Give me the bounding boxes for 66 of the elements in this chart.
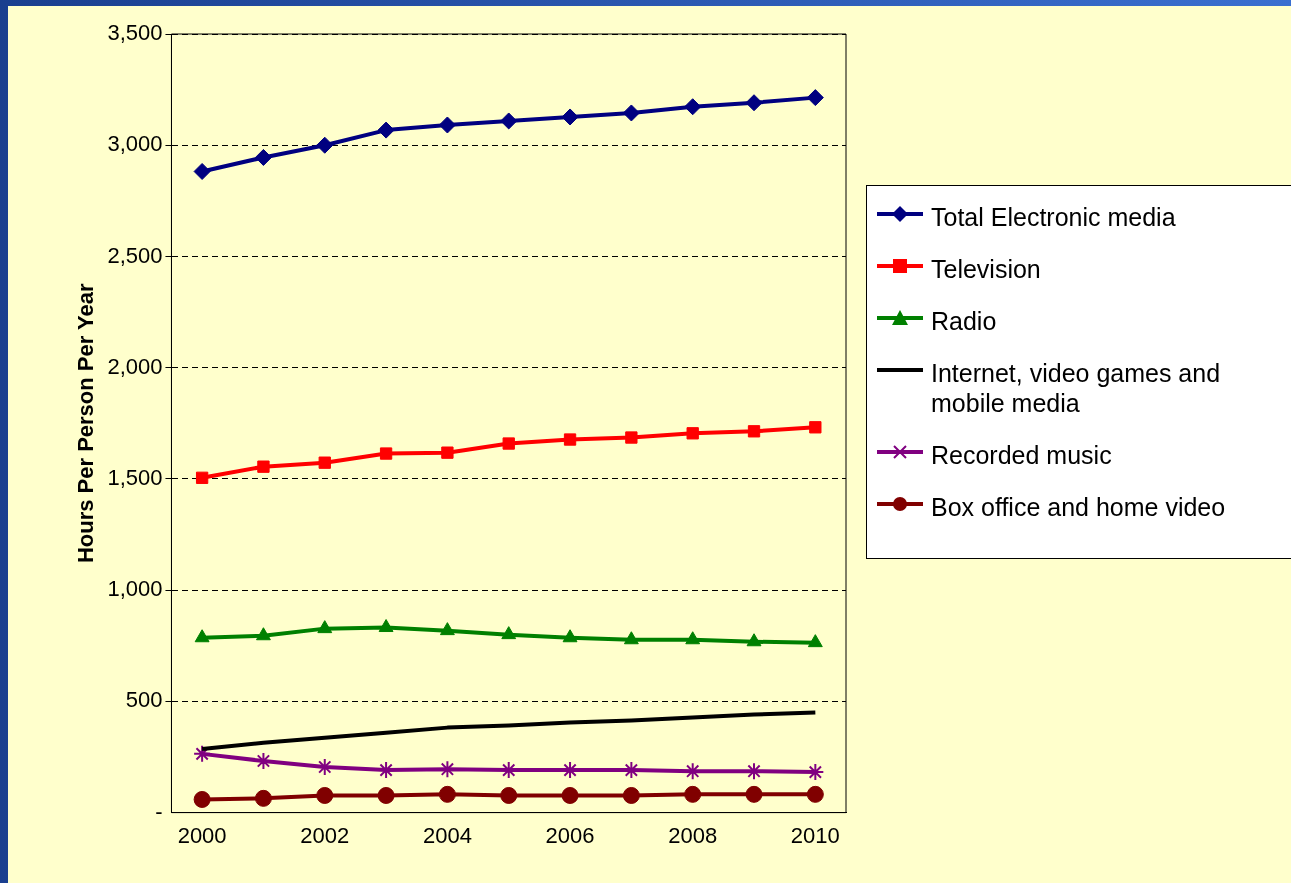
point: [254, 789, 272, 807]
y-tick-label: 2,500: [107, 242, 163, 268]
point: [377, 121, 395, 139]
point: [317, 620, 333, 634]
legend-label: Recorded music: [931, 440, 1112, 470]
point: [746, 633, 762, 647]
point: [809, 421, 822, 434]
point: [625, 431, 638, 444]
point: [256, 627, 271, 641]
y-tick-label: 3,000: [107, 131, 163, 157]
point: [686, 427, 699, 440]
x-tick-label: 2000: [177, 822, 227, 848]
point: [316, 786, 334, 804]
point: [806, 89, 824, 107]
point: [684, 785, 702, 803]
x-tick-label: 2006: [545, 822, 595, 848]
point: [254, 148, 272, 166]
y-axis-title: Hours Per Person Per Year: [73, 283, 99, 564]
point: [193, 162, 211, 180]
point: [561, 108, 579, 126]
legend-label: Radio: [931, 306, 997, 336]
y-tick-label: -: [155, 798, 163, 824]
point: [685, 631, 701, 645]
point: [378, 619, 394, 633]
point: [501, 626, 517, 640]
x-tick-label: 2002: [300, 822, 350, 848]
x-tick-label: 2008: [668, 822, 718, 848]
point: [562, 629, 578, 643]
y-tick-label: 500: [125, 687, 163, 713]
point: [500, 786, 518, 804]
point: [623, 631, 639, 645]
point: [561, 786, 579, 804]
y-tick-label: 1,500: [107, 464, 163, 490]
point: [500, 112, 518, 130]
y-tick-label: 3,500: [107, 20, 163, 46]
point: [316, 136, 334, 154]
point: [438, 116, 456, 134]
point: [439, 622, 455, 636]
point: [193, 790, 211, 808]
point: [745, 94, 763, 112]
point: [438, 785, 456, 803]
point: [807, 634, 823, 648]
point: [563, 433, 577, 446]
point: [377, 786, 395, 804]
legend-label: Total Electronic media: [931, 202, 1176, 232]
point: [502, 437, 515, 450]
y-tick-label: 2,000: [107, 353, 163, 379]
legend-label: Box office and home video: [931, 492, 1226, 522]
point: [622, 786, 640, 804]
point: [318, 456, 331, 469]
point: [195, 471, 209, 484]
point: [747, 425, 761, 438]
point: [806, 785, 824, 803]
point: [745, 785, 763, 803]
x-tick-label: 2010: [790, 822, 840, 848]
legend-label: Internet, video games and mobile media: [931, 358, 1222, 418]
point: [257, 460, 270, 473]
x-tick-label: 2004: [422, 822, 472, 848]
point: [622, 104, 640, 122]
y-tick-label: 1,000: [107, 576, 163, 602]
point: [379, 447, 393, 460]
point: [684, 98, 702, 116]
point: [441, 446, 454, 459]
legend-label: Television: [931, 254, 1041, 284]
point: [194, 629, 210, 643]
point: [193, 744, 212, 763]
